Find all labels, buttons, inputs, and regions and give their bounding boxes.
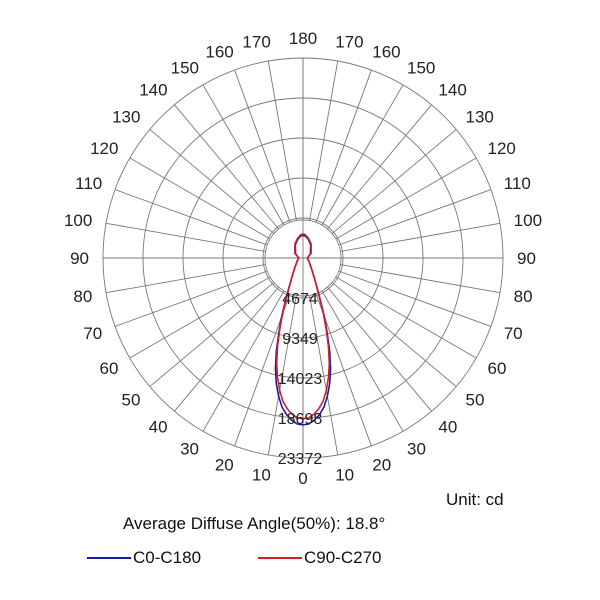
angle-tick-label-right: 140 — [438, 80, 466, 99]
grid-spoke — [174, 286, 279, 412]
grid-spoke — [338, 270, 492, 327]
legend: C0-C180 C90-C270 — [0, 548, 600, 578]
angle-tick-label-right: 170 — [335, 32, 363, 51]
angle-tick-label-left: 10 — [252, 466, 271, 485]
angle-tick-label-left: 180 — [289, 29, 317, 48]
grid-spoke — [202, 290, 285, 432]
grid-spoke — [331, 282, 457, 387]
angle-tick-label-right: 110 — [504, 174, 531, 193]
angle-tick-label-left: 20 — [215, 456, 234, 475]
angle-tick-label-left: 110 — [75, 174, 102, 193]
legend-label-c0-c180: C0-C180 — [133, 548, 202, 567]
legend-item-c90-c270: C90-C270 — [258, 548, 382, 568]
grid-spoke — [335, 157, 477, 240]
angle-tick-label-right: 80 — [514, 287, 533, 306]
angle-tick-label-right: 50 — [466, 390, 485, 409]
series-curve-c0-c180 — [274, 234, 332, 426]
grid-spoke — [327, 286, 432, 412]
angle-tick-label-right: 60 — [488, 359, 507, 378]
grid-spoke — [174, 104, 279, 230]
grid-spoke — [321, 84, 404, 226]
angle-tick-label-left: 140 — [139, 80, 167, 99]
angle-tick-label-left: 160 — [205, 42, 233, 61]
angle-tick-label-left: 60 — [100, 359, 119, 378]
angle-tick-label-right: 100 — [514, 211, 542, 230]
angle-tick-label-left: 90 — [70, 249, 89, 268]
angle-tick-label-left: 130 — [112, 108, 140, 127]
grid-spoke — [340, 264, 501, 294]
grid-spoke — [309, 60, 339, 221]
angle-tick-label-right: 30 — [407, 440, 426, 459]
angle-tick-labels: 0102030405060708090100110120130140150160… — [64, 29, 542, 488]
radial-tick-label: 9349 — [282, 331, 318, 348]
grid-spoke — [267, 60, 297, 221]
angle-tick-label-left: 120 — [90, 139, 118, 158]
angle-tick-label-left: 170 — [242, 32, 270, 51]
angle-tick-label-right: 20 — [372, 456, 391, 475]
angle-tick-label-right: 160 — [372, 42, 400, 61]
angle-tick-label-left: 70 — [83, 324, 102, 343]
grid-spoke — [327, 104, 432, 230]
angle-tick-label-left: 150 — [171, 58, 199, 77]
angle-tick-label-right: 40 — [438, 418, 457, 437]
grid-spoke — [309, 295, 339, 456]
legend-swatch-c90-c270 — [258, 557, 302, 559]
angle-tick-label-right: 70 — [504, 324, 523, 343]
angle-tick-label-right: 90 — [517, 249, 536, 268]
unit-label: Unit: cd — [446, 490, 504, 509]
angle-tick-label-right: 150 — [407, 58, 435, 77]
angle-tick-label-left: 100 — [64, 211, 92, 230]
radial-tick-label: 18698 — [278, 411, 323, 428]
grid-spoke — [129, 276, 271, 359]
grid-spoke — [105, 222, 266, 252]
grid-spoke — [234, 69, 291, 223]
angle-tick-label-left: 50 — [122, 390, 141, 409]
grid-spoke — [105, 264, 266, 294]
radial-tick-label: 14023 — [278, 371, 323, 388]
legend-label-c90-c270: C90-C270 — [304, 548, 382, 567]
grid-spoke — [149, 282, 275, 387]
angle-tick-label-right: 130 — [466, 108, 494, 127]
angle-tick-label-left: 80 — [73, 287, 92, 306]
legend-swatch-c0-c180 — [87, 557, 131, 559]
grid-spoke — [114, 270, 268, 327]
grid-spoke — [129, 157, 271, 240]
series-layer — [274, 233, 332, 426]
legend-item-c0-c180: C0-C180 — [87, 548, 201, 568]
radial-tick-label: 23372 — [278, 451, 323, 468]
radial-tick-label: 4674 — [282, 291, 318, 308]
grid-spoke — [331, 129, 457, 234]
grid-spoke — [202, 84, 285, 226]
grid-spoke — [149, 129, 275, 234]
grid-spoke — [335, 276, 477, 359]
angle-tick-label-right: 120 — [488, 139, 516, 158]
angle-tick-label-left: 0 — [298, 469, 307, 488]
angle-tick-label-right: 10 — [335, 466, 354, 485]
angle-tick-label-left: 30 — [180, 440, 199, 459]
beam-angle-label: Average Diffuse Angle(50%): 18.8° — [123, 514, 386, 533]
angle-tick-label-left: 40 — [149, 418, 168, 437]
series-curve-c90-c270 — [275, 233, 331, 420]
grid-spoke — [315, 69, 372, 223]
grid-spoke — [340, 222, 501, 252]
grid-spoke — [114, 189, 268, 246]
polar-grid — [102, 57, 504, 459]
radial-tick-labels: 4674 9349 14023 18698 23372 — [278, 291, 323, 468]
grid-spoke — [338, 189, 492, 246]
grid-spoke — [321, 290, 404, 432]
grid-spoke — [267, 295, 297, 456]
